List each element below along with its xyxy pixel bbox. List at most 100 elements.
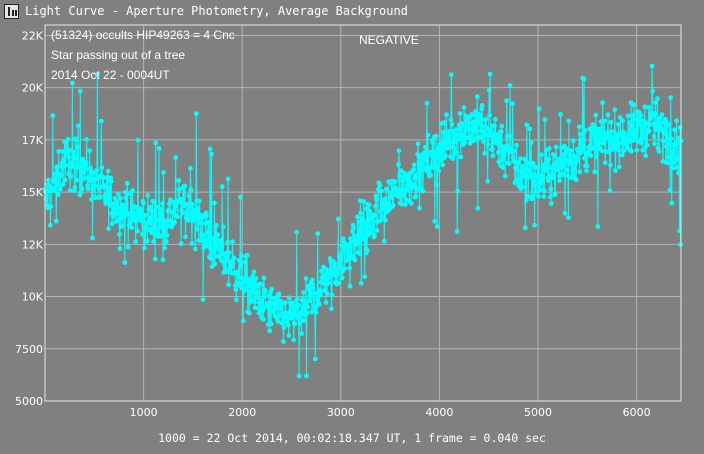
data-point	[520, 184, 525, 190]
data-point	[485, 142, 491, 148]
data-point	[97, 195, 103, 200]
data-point	[352, 257, 358, 263]
data-point	[208, 256, 214, 262]
data-point	[313, 310, 319, 315]
data-point	[262, 289, 268, 295]
data-point	[234, 297, 239, 303]
data-point	[459, 122, 465, 128]
data-point	[339, 275, 345, 281]
data-point	[76, 165, 82, 171]
data-point	[575, 158, 581, 163]
data-point	[201, 232, 207, 238]
data-point	[567, 161, 573, 167]
data-point	[372, 233, 377, 238]
data-point	[640, 147, 646, 153]
data-point	[55, 192, 61, 198]
data-point	[186, 193, 192, 199]
data-point	[291, 337, 297, 343]
data-point	[81, 170, 87, 176]
data-point	[68, 173, 74, 179]
data-point	[516, 160, 521, 166]
data-point	[159, 214, 164, 220]
data-point	[309, 277, 315, 283]
data-point	[294, 297, 300, 302]
data-point	[349, 238, 354, 244]
data-point	[677, 125, 683, 131]
data-point	[411, 162, 417, 168]
data-point	[220, 224, 226, 230]
data-point	[634, 117, 639, 122]
data-point	[161, 170, 166, 175]
data-point	[342, 266, 347, 272]
data-point	[153, 140, 159, 146]
data-point	[448, 117, 454, 123]
data-point	[628, 121, 633, 126]
data-point	[647, 122, 653, 127]
data-point	[477, 117, 483, 123]
y-tick-label: 5000	[15, 395, 43, 408]
data-point	[268, 321, 274, 327]
data-point	[127, 221, 133, 227]
data-point	[225, 176, 231, 182]
annotation-occultation: (51324) occults HIP49263 = 4 Cnc	[51, 28, 235, 42]
window-title: Light Curve - Aperture Photometry, Avera…	[25, 4, 408, 18]
y-tick-label: 12K	[22, 238, 44, 251]
data-point	[564, 146, 569, 152]
data-point	[347, 283, 353, 289]
data-point	[141, 200, 146, 206]
data-point	[60, 149, 65, 154]
data-point	[522, 156, 528, 162]
data-point	[261, 316, 266, 322]
data-point	[378, 218, 383, 224]
data-point	[310, 281, 316, 287]
data-point	[90, 235, 95, 241]
data-point	[139, 218, 145, 224]
data-point	[269, 286, 275, 292]
data-point	[125, 244, 131, 250]
data-point	[584, 163, 590, 169]
data-point	[422, 152, 428, 158]
data-point	[493, 117, 498, 122]
app-icon[interactable]	[4, 4, 19, 19]
data-point	[243, 285, 249, 291]
data-point	[175, 214, 181, 220]
data-point	[121, 205, 127, 211]
data-point	[117, 246, 123, 252]
data-point	[187, 217, 193, 223]
data-point	[428, 149, 434, 155]
data-point	[492, 123, 497, 129]
data-point	[255, 289, 260, 295]
data-point	[113, 211, 118, 216]
data-point	[230, 260, 236, 266]
data-point	[148, 215, 154, 221]
data-point	[403, 202, 408, 207]
data-point	[179, 196, 185, 202]
data-point	[238, 194, 243, 200]
tick-labels: 1000 2000 3000 4000 5000 6000 5000 7500 10K 12K 15…	[15, 29, 651, 419]
data-point	[657, 121, 663, 127]
data-point	[497, 135, 502, 141]
data-point	[238, 252, 244, 258]
data-point	[332, 261, 338, 267]
data-point	[444, 112, 449, 118]
y-tick-label: 10K	[22, 291, 44, 304]
data-point	[599, 148, 605, 154]
data-point	[433, 164, 439, 170]
data-point	[73, 137, 79, 143]
data-point	[440, 162, 445, 168]
data-point	[323, 300, 329, 305]
data-point	[534, 181, 539, 187]
data-point	[616, 164, 622, 170]
data-point	[432, 218, 438, 224]
data-point	[290, 309, 296, 315]
data-point	[108, 179, 114, 184]
data-point	[436, 168, 441, 174]
data-point	[286, 295, 292, 301]
data-point	[319, 268, 324, 274]
data-point	[164, 233, 170, 238]
data-point	[663, 143, 669, 149]
data-point	[602, 160, 608, 166]
data-point	[473, 137, 479, 142]
data-point	[267, 328, 273, 334]
